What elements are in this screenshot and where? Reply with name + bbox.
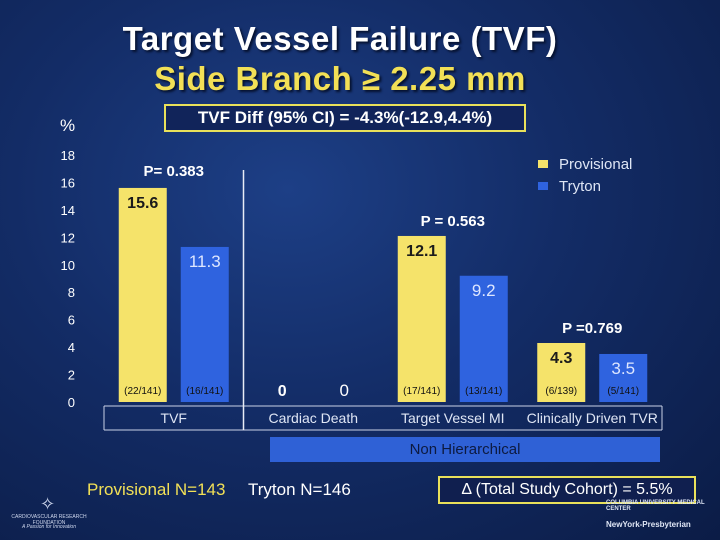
x-category-label: TVF xyxy=(161,410,187,426)
legend-label-tryton: Tryton xyxy=(559,177,601,195)
bar-count-label: (5/141) xyxy=(607,386,639,397)
x-category-label: Target Vessel MI xyxy=(401,410,505,426)
bar-count-label: (13/141) xyxy=(465,386,502,397)
legend-swatch-tryton xyxy=(538,182,548,190)
legend-label-provisional: Provisional xyxy=(559,155,633,173)
crf-swirl-icon: ✧ xyxy=(40,494,56,514)
bar-value-label: 0 xyxy=(278,383,287,400)
bar-provisional xyxy=(397,235,446,402)
legend-swatch-provisional xyxy=(538,160,548,168)
bar-tryton xyxy=(599,353,648,402)
p-value-label: P = 0.563 xyxy=(421,213,485,230)
bar-count-label: (22/141) xyxy=(124,386,161,397)
y-tick-label: 2 xyxy=(68,368,75,383)
slide-subtitle: Side Branch ≥ 2.25 mm xyxy=(154,60,526,97)
y-tick-label: 6 xyxy=(68,313,75,328)
bar-tryton xyxy=(459,275,508,402)
y-tick-label: 18 xyxy=(61,148,75,163)
bar-value-label: 3.5 xyxy=(611,359,635,378)
bar-count-label: (6/139) xyxy=(545,386,577,397)
tvf-difference-box: TVF Diff (95% CI) = -4.3%(-12.9,4.4%) xyxy=(164,104,526,132)
p-value-label: P= 0.383 xyxy=(144,163,204,180)
crf-logo-tagline: A Passion for Innovation xyxy=(21,524,76,530)
bar-value-label: 15.6 xyxy=(127,195,158,212)
bar-value-label: 9.2 xyxy=(472,281,496,300)
delta-cohort-box: Δ (Total Study Cohort) = 5.5% xyxy=(438,476,696,504)
bar-provisional xyxy=(537,342,586,402)
legend-item-provisional: Provisional xyxy=(538,153,632,175)
y-tick-label: 0 xyxy=(68,395,75,410)
y-tick-label: 8 xyxy=(68,285,75,300)
y-tick-label: 12 xyxy=(61,230,75,245)
legend-item-tryton: Tryton xyxy=(538,175,632,197)
bar-value-label: 11.3 xyxy=(189,252,221,271)
crf-logo-text: CARDIOVASCULAR RESEARCH FOUNDATION xyxy=(11,514,87,526)
y-tick-label: 14 xyxy=(61,203,75,218)
x-category-label: Clinically Driven TVR xyxy=(527,410,658,426)
y-tick-label: 4 xyxy=(68,340,75,355)
non-hierarchical-bar: Non Hierarchical xyxy=(270,437,660,462)
x-category-label: Cardiac Death xyxy=(269,410,359,426)
crf-logo: ✧ CARDIOVASCULAR RESEARCH FOUNDATION A P… xyxy=(8,494,90,534)
bar-provisional xyxy=(118,187,167,402)
bar-value-label: 4.3 xyxy=(550,350,572,367)
y-tick-label: 16 xyxy=(61,175,75,190)
tryton-n-label: Tryton N=146 xyxy=(248,480,351,499)
p-value-label: P =0.769 xyxy=(562,320,622,337)
bar-value-label: 12.1 xyxy=(406,243,437,260)
columbia-logo-text: COLUMBIA UNIVERSITY MEDICAL CENTER xyxy=(606,500,705,512)
y-tick-label: 10 xyxy=(61,258,75,273)
bar-count-label: (17/141) xyxy=(403,386,440,397)
bar-value-label: 0 xyxy=(340,381,349,400)
provisional-n-label: Provisional N=143 xyxy=(87,480,226,499)
bar-tryton xyxy=(180,246,229,402)
chart-legend: Provisional Tryton xyxy=(538,153,632,197)
y-axis-unit-label: % xyxy=(60,116,76,135)
columbia-nyp-logo: COLUMBIA UNIVERSITY MEDICAL CENTER NewYo… xyxy=(606,500,716,536)
bar-count-label: (16/141) xyxy=(186,386,223,397)
nyp-logo-text: NewYork-Presbyterian xyxy=(606,520,691,529)
slide-title: Target Vessel Failure (TVF) xyxy=(122,20,558,57)
